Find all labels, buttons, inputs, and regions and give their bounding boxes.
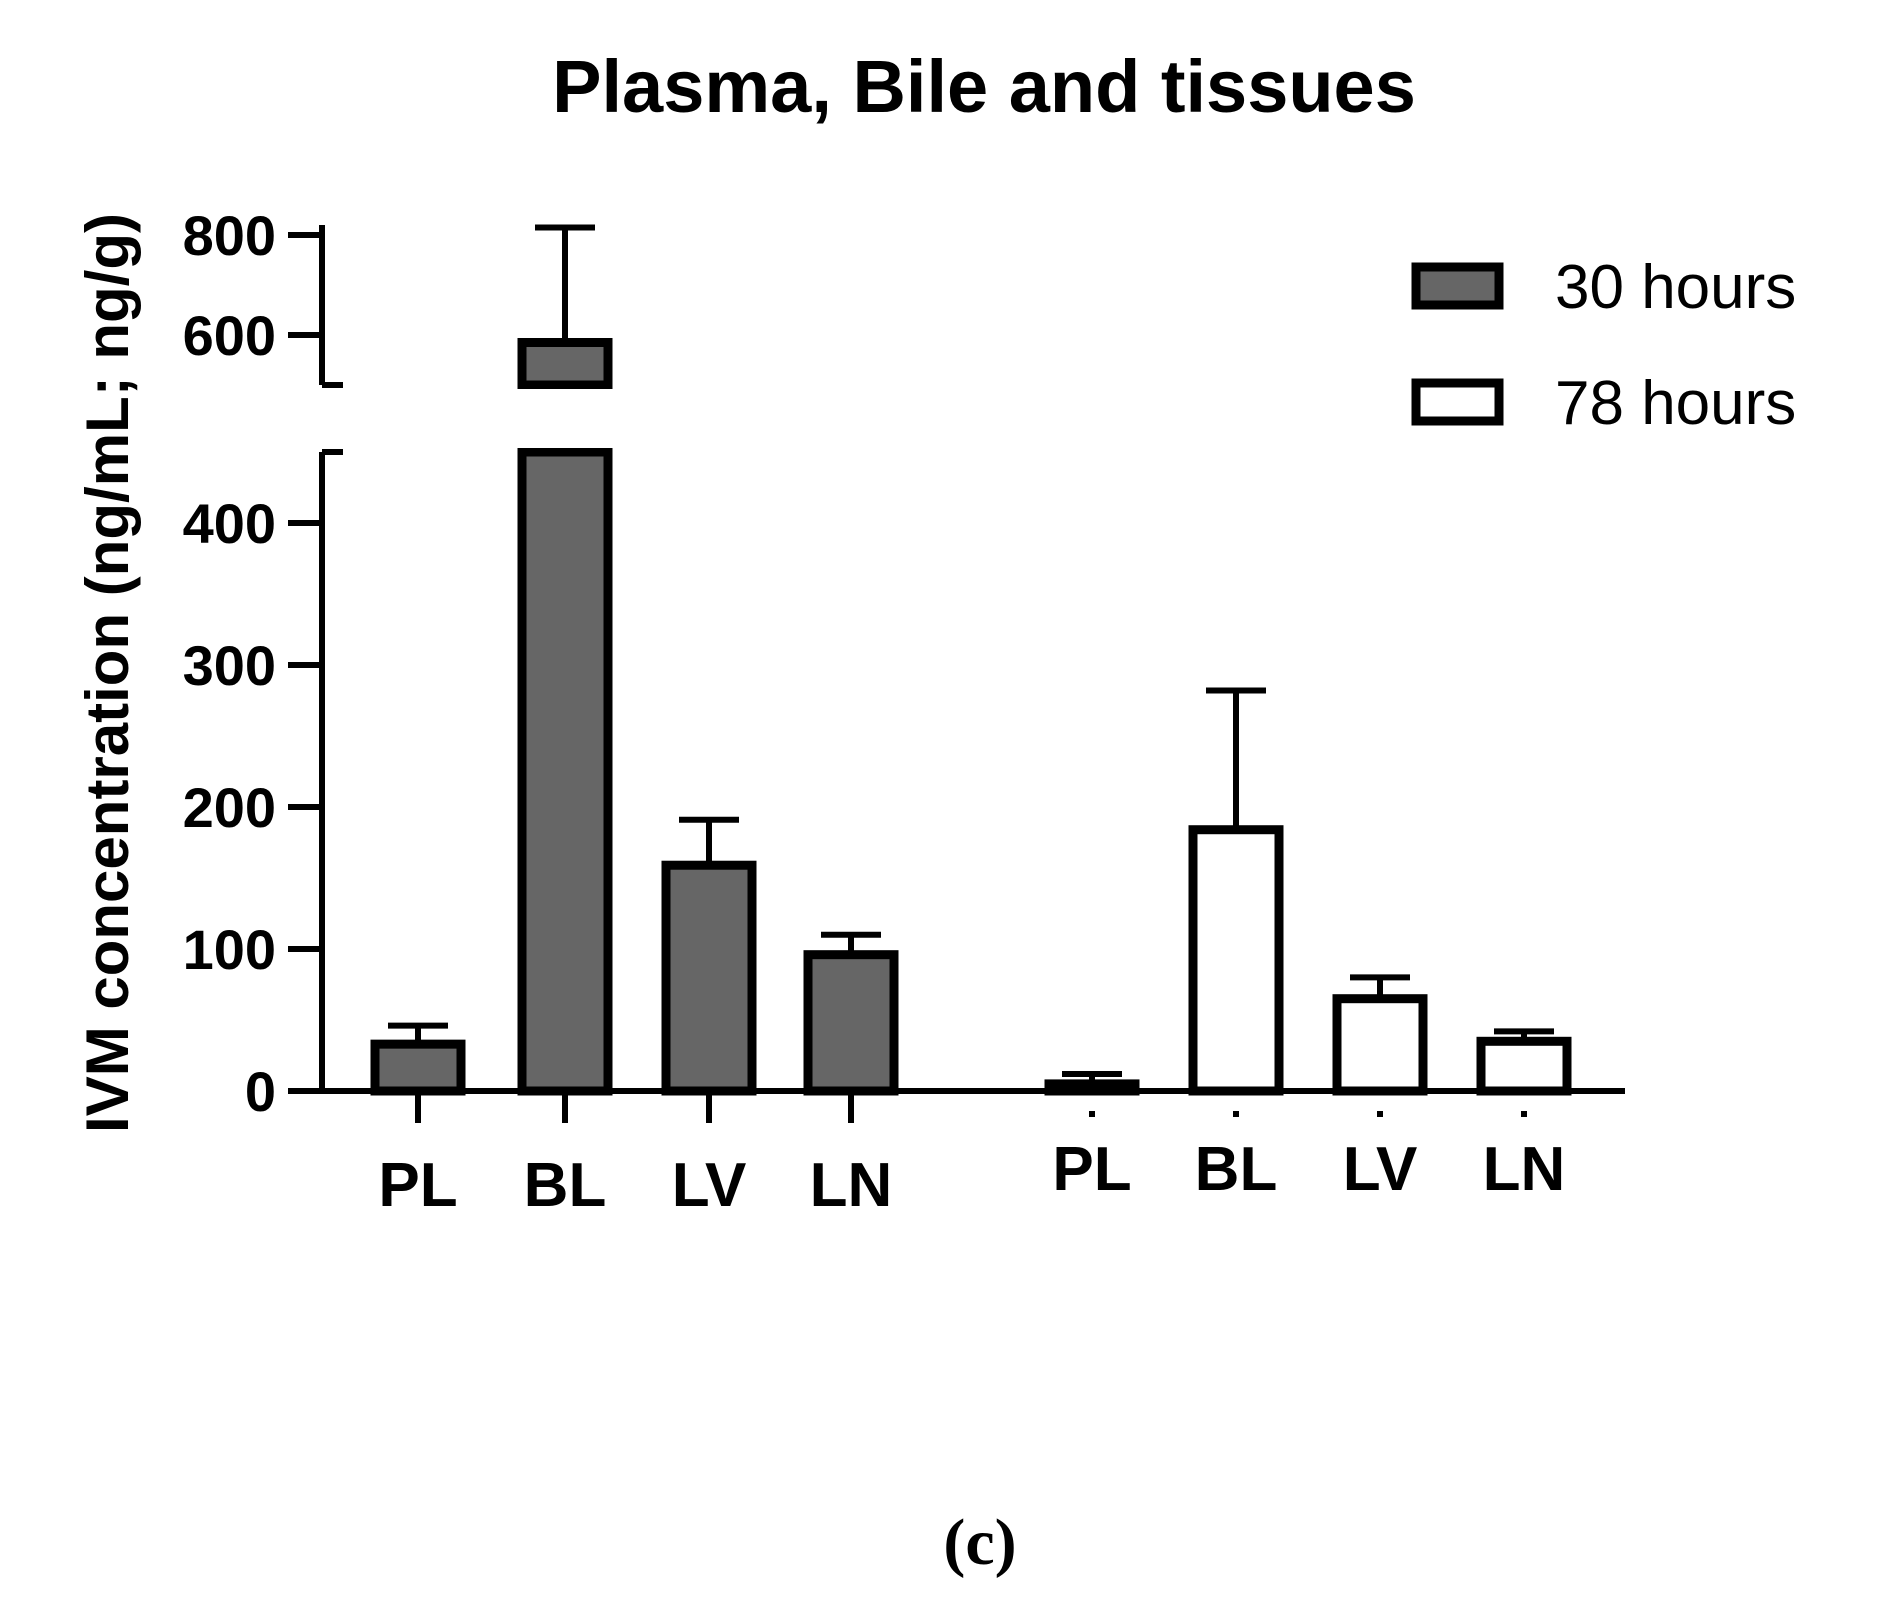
bar [1044, 1079, 1140, 1096]
bars [370, 224, 1572, 1125]
y-tick-label: 0 [245, 1060, 276, 1123]
category-label: LN [1483, 1135, 1566, 1204]
bar [1476, 1036, 1572, 1096]
bar [517, 338, 613, 390]
y-tick-label: 400 [183, 492, 276, 555]
category-label: PL [1052, 1135, 1131, 1204]
axes [290, 225, 1625, 1094]
bar [1332, 994, 1428, 1096]
category-label: LV [672, 1151, 747, 1220]
legend-label: 78 hours [1555, 369, 1796, 438]
y-axis-label: IVM concentration (ng/mL; ng/g) [74, 213, 141, 1133]
bar [370, 1039, 466, 1096]
panel-label: (c) [943, 1506, 1016, 1579]
axis-break-gap [514, 389, 616, 448]
legend: 30 hours 78 hours [1411, 253, 1796, 438]
chart-title: Plasma, Bile and tissues [552, 45, 1416, 128]
category-label: PL [378, 1151, 457, 1220]
legend-swatch [1411, 262, 1504, 310]
bar [517, 447, 613, 1096]
y-tick-label: 600 [183, 304, 276, 367]
category-label: LV [1343, 1135, 1418, 1204]
y-tick-label: 800 [183, 204, 276, 267]
bar [661, 860, 757, 1096]
bar [803, 950, 899, 1096]
y-tick-label: 300 [183, 634, 276, 697]
y-ticks: 0 100 200 300 400 600 800 [183, 204, 322, 1123]
legend-swatch [1411, 378, 1504, 426]
y-tick-label: 200 [183, 776, 276, 839]
bar [1188, 825, 1284, 1096]
category-label: LN [810, 1151, 893, 1220]
category-label: BL [524, 1151, 607, 1220]
category-labels: PL BL LV LN PL BL LV LN [378, 1135, 1565, 1220]
category-label: BL [1195, 1135, 1278, 1204]
y-tick-label: 100 [183, 918, 276, 981]
legend-label: 30 hours [1555, 253, 1796, 322]
